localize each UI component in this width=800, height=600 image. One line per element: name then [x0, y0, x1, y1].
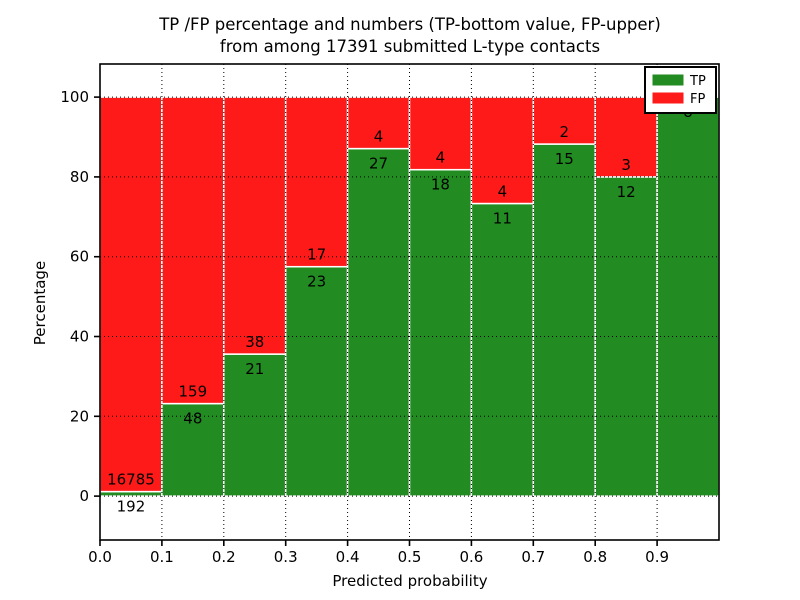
fp-count-label-7: 2	[559, 123, 569, 141]
y-tick-label-2: 40	[70, 328, 89, 346]
bar-fp-3	[284, 96, 349, 268]
x-tick-label-2: 0.2	[212, 548, 236, 566]
bar-fp-7	[532, 96, 596, 145]
chart-title-line2: from among 17391 submitted L-type contac…	[220, 37, 600, 56]
tp-count-label-4: 27	[369, 155, 388, 173]
bar-tp-6	[470, 202, 535, 497]
legend: TP FP	[644, 66, 717, 114]
y-tick-label-0: 0	[79, 487, 89, 505]
bar-fp-0	[99, 96, 163, 493]
bar-tp-8	[594, 176, 658, 497]
x-tick-label-6: 0.6	[459, 548, 483, 566]
y-tick-label-4: 80	[70, 168, 89, 186]
bar-tp-9	[656, 96, 720, 497]
fp-count-label-6: 4	[498, 183, 508, 201]
fp-count-label-0: 16785	[107, 471, 155, 489]
x-axis-label: Predicted probability	[332, 572, 487, 590]
plot-area: 16785192159483821172342741841121531280.0…	[60, 63, 720, 566]
x-tick-label-5: 0.5	[398, 548, 422, 566]
tp-count-label-8: 12	[617, 183, 636, 201]
bar-fp-2	[223, 96, 287, 355]
x-tick-label-4: 0.4	[336, 548, 360, 566]
fp-count-label-2: 38	[245, 333, 264, 351]
tp-count-label-2: 21	[245, 360, 264, 378]
fp-count-label-3: 17	[307, 246, 326, 264]
fp-count-label-1: 159	[179, 383, 208, 401]
bar-tp-2	[223, 353, 287, 497]
x-tick-label-9: 0.9	[645, 548, 669, 566]
x-tick-label-7: 0.7	[521, 548, 545, 566]
x-tick-label-3: 0.3	[274, 548, 298, 566]
y-tick-label-5: 100	[60, 88, 89, 106]
legend-label-tp: TP	[689, 74, 706, 89]
tp-count-label-3: 23	[307, 273, 326, 291]
tp-count-label-7: 15	[555, 150, 574, 168]
bar-tp-3	[284, 265, 349, 497]
fp-count-label-4: 4	[374, 128, 384, 146]
x-tick-label-8: 0.8	[583, 548, 607, 566]
legend-swatch-fp	[652, 92, 684, 104]
tp-count-label-5: 18	[431, 176, 450, 194]
y-tick-label-1: 20	[70, 407, 89, 425]
bar-fp-6	[470, 96, 535, 205]
fp-count-label-5: 4	[436, 149, 446, 167]
bar-tp-5	[408, 168, 473, 497]
tp-count-label-0: 192	[117, 498, 146, 516]
chart-title-line1: TP /FP percentage and numbers (TP-bottom…	[158, 15, 661, 34]
y-tick-label-3: 60	[70, 248, 89, 266]
bar-tp-4	[346, 147, 411, 497]
bar-fp-1	[161, 96, 225, 405]
y-axis-label: Percentage	[31, 261, 49, 345]
legend-label-fp: FP	[690, 92, 705, 107]
x-tick-label-0: 0.0	[88, 548, 112, 566]
tp-count-label-1: 48	[183, 410, 202, 428]
tp-count-label-6: 11	[493, 210, 512, 228]
fp-count-label-8: 3	[621, 156, 631, 174]
legend-swatch-tp	[652, 74, 684, 86]
bar-tp-7	[532, 143, 596, 497]
x-tick-label-1: 0.1	[150, 548, 174, 566]
